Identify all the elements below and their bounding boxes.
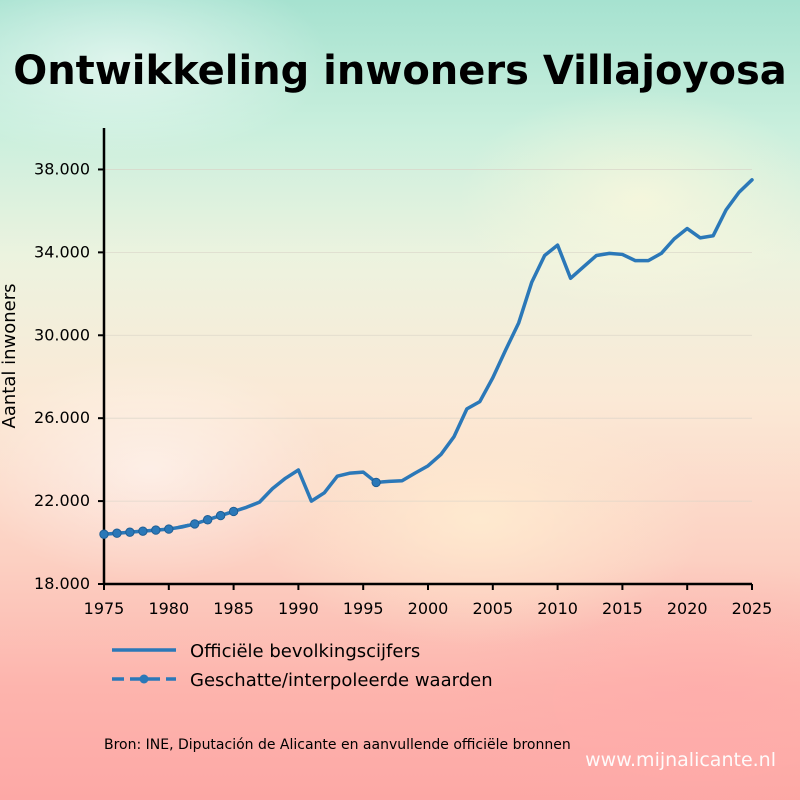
x-tick-label: 2000 (408, 599, 449, 618)
legend: Officiële bevolkingscijfers Geschatte/in… (112, 641, 493, 691)
series-line-estimated (103, 510, 235, 536)
axes (98, 128, 753, 590)
y-axis-label: Aantal inwoners (0, 284, 20, 429)
estimated-point-1996 (371, 477, 381, 488)
x-tick-label: 1980 (148, 599, 189, 618)
y-tick-label: 34.000 (34, 242, 90, 261)
estimated-point-1978 (138, 526, 148, 536)
x-tick-label: 1990 (278, 599, 319, 618)
x-tick-label: 1995 (343, 599, 384, 618)
grid-lines (104, 169, 752, 502)
x-tick-label: 2020 (667, 599, 708, 618)
x-tick-label: 2025 (732, 599, 773, 618)
estimated-point-1984 (215, 510, 226, 521)
legend-marker-estimated (139, 674, 149, 684)
y-tick-label: 18.000 (34, 574, 90, 593)
x-tick-label: 2010 (537, 599, 578, 618)
estimated-point-1975 (99, 529, 109, 539)
estimated-point-1979 (151, 525, 161, 535)
watermark: www.mijnalicante.nl (585, 749, 776, 771)
data-series (99, 178, 754, 539)
estimated-point-1982 (190, 519, 200, 529)
legend-label-estimated: Geschatte/interpoleerde waarden (190, 670, 493, 691)
x-tick-label: 2015 (602, 599, 643, 618)
tick-labels: 18.000 22.000 26.000 30.000 34.000 38.000 1975… (34, 159, 772, 618)
y-tick-label: 22.000 (34, 491, 90, 510)
y-tick-label: 30.000 (34, 325, 90, 344)
x-tick-label: 1985 (213, 599, 254, 618)
estimated-point-1985 (228, 506, 239, 517)
estimated-point-1983 (202, 515, 213, 525)
x-tick-label: 1975 (84, 599, 125, 618)
source-note: Bron: INE, Diputación de Alicante en aan… (104, 737, 571, 753)
estimated-point-1980 (164, 524, 174, 534)
legend-label-official: Officiële bevolkingscijfers (190, 641, 420, 662)
x-tick-label: 2005 (472, 599, 513, 618)
estimated-point-1977 (125, 527, 135, 537)
series-line-official (102, 178, 754, 536)
chart-title: Ontwikkeling inwoners Villajoyosa (13, 48, 787, 94)
y-tick-label: 38.000 (34, 159, 90, 178)
y-tick-label: 26.000 (34, 408, 90, 427)
estimated-point-1976 (112, 528, 122, 538)
